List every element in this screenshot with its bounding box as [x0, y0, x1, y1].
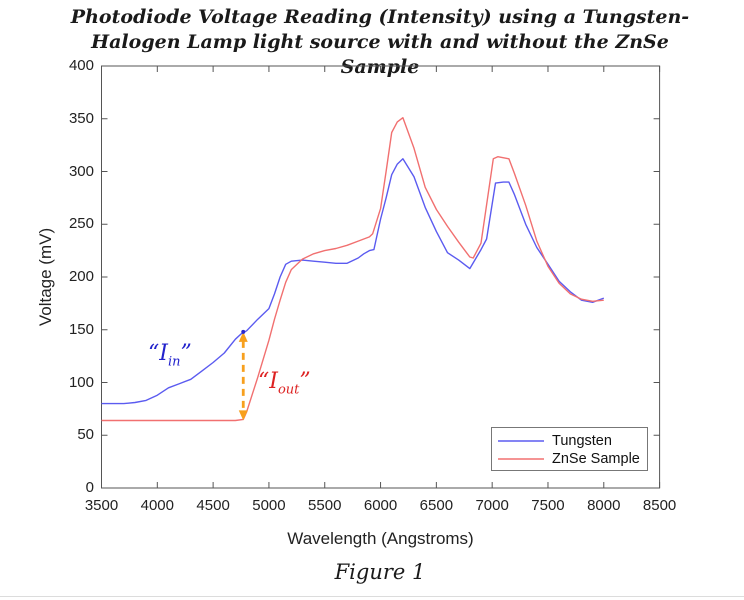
y-tick-label: 300 [68, 162, 94, 180]
annotation-i-in: “Iin” [148, 341, 192, 369]
legend-item-tungsten: Tungsten [492, 432, 647, 450]
intensity-arrow-head-top [238, 331, 248, 342]
legend-label-znse: ZnSe Sample [552, 451, 640, 467]
y-tick-label: 100 [68, 373, 94, 391]
figure-caption: Figure 1 [334, 560, 426, 584]
x-tick-label: 6000 [363, 497, 398, 514]
y-tick-label: 350 [68, 109, 94, 127]
x-tick-label: 7000 [475, 497, 509, 514]
legend: Tungsten ZnSe Sample [491, 427, 648, 471]
chart-title: Photodiode Voltage Reading (Intensity) u… [60, 5, 700, 80]
chart-title-line1: Photodiode Voltage Reading (Intensity) u… [70, 6, 690, 28]
x-tick-label: 8000 [587, 497, 621, 514]
x-tick-label: 3500 [84, 497, 119, 514]
y-tick-label: 200 [68, 268, 94, 285]
annotation-i-in-text: “I [148, 341, 168, 366]
annotation-i-out-sub: out [277, 382, 300, 398]
annotation-i-in-quote: ” [180, 341, 192, 366]
legend-line-sample-tungsten [498, 440, 544, 442]
y-tick-label: 400 [68, 57, 94, 74]
axes-frame [101, 65, 661, 489]
legend-item-znse: ZnSe Sample [492, 450, 647, 468]
annotation-i-out: “Iout” [258, 369, 311, 397]
legend-line-sample-znse [498, 458, 544, 460]
chart-title-line2: Halogen Lamp light source with and witho… [91, 31, 669, 78]
x-tick-label: 5500 [308, 497, 342, 514]
x-tick-label: 7500 [531, 497, 565, 514]
y-tick-label: 0 [85, 479, 94, 496]
y-tick-label: 250 [68, 215, 94, 233]
arrow-anchor-dot [241, 329, 246, 334]
x-tick-label: 4000 [140, 497, 174, 514]
series-line-znse [101, 116, 604, 422]
x-axis-label: Wavelength (Angstroms) [287, 529, 474, 548]
x-tick-label: 4500 [196, 497, 230, 514]
legend-label-tungsten: Tungsten [552, 433, 612, 449]
x-tick-label: 8500 [642, 497, 677, 514]
intensity-arrow-head-bottom [238, 410, 248, 421]
page-edge-line [0, 596, 744, 597]
annotation-i-out-text: “I [258, 369, 278, 394]
y-tick-label: 50 [77, 426, 94, 444]
annotation-i-out-quote: ” [299, 369, 311, 394]
annotation-i-in-sub: in [167, 354, 181, 370]
series-line-tungsten [101, 158, 605, 405]
x-tick-label: 5000 [252, 497, 286, 514]
x-tick-label: 6500 [419, 497, 454, 514]
y-tick-label: 150 [68, 320, 94, 338]
